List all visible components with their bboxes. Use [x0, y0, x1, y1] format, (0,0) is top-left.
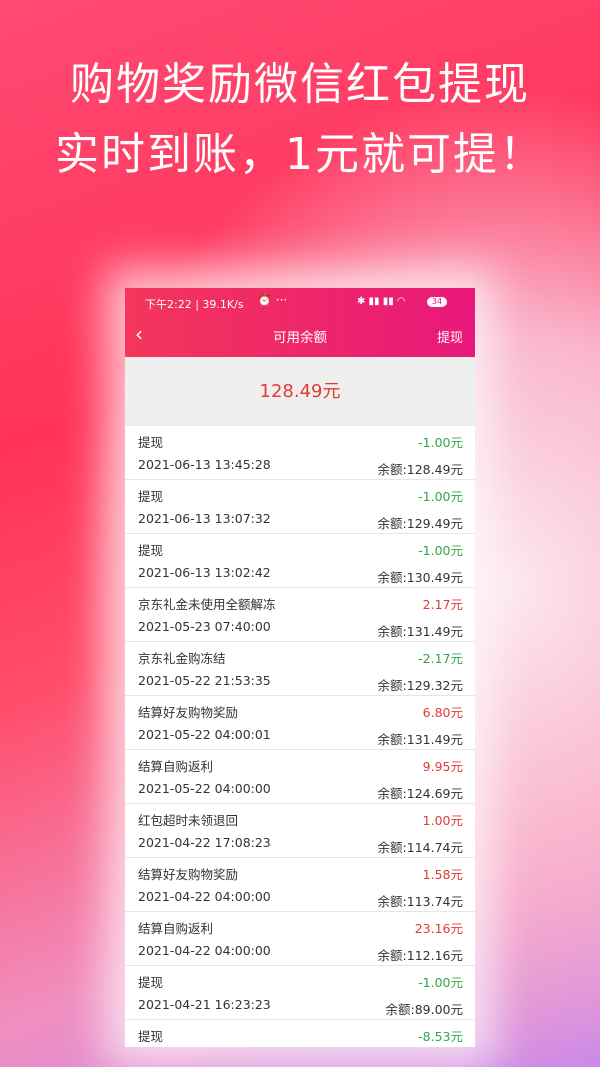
- record-date: 2021-06-13 13:45:28: [138, 457, 271, 472]
- record-row: 提现 -1.00元 2021-06-13 13:02:42 余额:130.49元: [125, 533, 475, 588]
- record-balance: 余额:129.32元: [377, 678, 463, 693]
- header: 下午2:22 | 39.1K/s ⏰ ··· ✱ ▮▮ ▮▮ ◠ 34 ‹ 可用…: [125, 288, 475, 357]
- record-amount: -1.00元: [418, 975, 463, 990]
- record-row: 提现 -1.00元 2021-04-21 16:23:23 余额:89.00元: [125, 965, 475, 1020]
- record-date: 2021-05-23 07:40:00: [138, 619, 271, 634]
- balance-panel: 128.49元: [125, 357, 475, 425]
- record-amount: -1.00元: [418, 489, 463, 504]
- record-balance: 余额:131.49元: [377, 732, 463, 747]
- battery: 34: [427, 297, 447, 307]
- record-balance: 余额:131.49元: [377, 624, 463, 639]
- record-date: 2021-05-22 04:00:00: [138, 781, 271, 796]
- status-icons: ✱ ▮▮ ▮▮ ◠: [357, 296, 406, 307]
- record-balance: 余额:113.74元: [377, 894, 463, 909]
- record-title: 红包超时未领退回: [138, 813, 239, 828]
- status-text: 下午2:22 | 39.1K/s: [145, 298, 244, 311]
- record-title: 提现: [138, 435, 164, 450]
- status-icons: ⏰ ···: [257, 293, 288, 307]
- record-balance: 余额:130.49元: [377, 570, 463, 585]
- record-amount: -8.53元: [418, 1029, 463, 1044]
- headline: 购物奖励微信红包提现: [70, 59, 530, 110]
- record-title: 京东礼金购冻结: [138, 651, 226, 666]
- record-balance: 余额:128.49元: [377, 462, 463, 477]
- record-row: 结算自购返利 23.16元 2021-04-22 04:00:00 余额:112.16…: [125, 911, 475, 966]
- back-button[interactable]: ‹: [135, 322, 143, 346]
- record-title: 提现: [138, 543, 164, 558]
- record-date: 2021-04-21 16:23:23: [138, 997, 271, 1012]
- record-amount: -1.00元: [418, 543, 463, 558]
- withdraw-button[interactable]: 提现: [436, 331, 463, 346]
- record-balance: 余额:129.49元: [377, 516, 463, 531]
- record-title: 提现: [138, 1029, 164, 1044]
- record-amount: 23.16元: [414, 921, 463, 936]
- record-row: 京东礼金未使用全额解冻 2.17元 2021-05-23 07:40:00 余额:13…: [125, 587, 475, 642]
- record-date: 2021-04-22 17:08:23: [138, 835, 271, 850]
- record-amount: 1.58元: [422, 867, 463, 882]
- record-row: 红包超时未领退回 1.00元 2021-04-22 17:08:23 余额:114.7…: [125, 803, 475, 858]
- record-title: 提现: [138, 489, 164, 504]
- record-title: 京东礼金未使用全额解冻: [138, 597, 276, 612]
- record-row: 结算自购返利 9.95元 2021-05-22 04:00:00 余额:124.69元: [125, 749, 475, 804]
- record-amount: 2.17元: [422, 597, 463, 612]
- phone-screen: 下午2:22 | 39.1K/s ⏰ ··· ✱ ▮▮ ▮▮ ◠ 34 ‹ 可用…: [125, 288, 475, 1047]
- record-amount: -1.00元: [418, 435, 463, 450]
- record-title: 结算好友购物奖励: [138, 705, 239, 720]
- record-date: 2021-04-22 04:00:00: [138, 943, 271, 958]
- record-amount: 6.80元: [422, 705, 463, 720]
- record-balance: 余额:114.74元: [377, 840, 463, 855]
- record-amount: 9.95元: [422, 759, 463, 774]
- record-row: 提现 -8.53元: [125, 1019, 475, 1047]
- nav-title: 可用余额: [273, 330, 327, 346]
- record-balance: 余额:89.00元: [385, 1002, 464, 1017]
- record-date: 2021-05-22 21:53:35: [138, 673, 271, 688]
- record-balance: 余额:124.69元: [377, 786, 463, 801]
- record-balance: 余额:112.16元: [377, 948, 463, 963]
- record-date: 2021-04-22 04:00:00: [138, 889, 271, 904]
- record-row: 结算好友购物奖励 1.58元 2021-04-22 04:00:00 余额:113.7…: [125, 857, 475, 912]
- record-amount: 1.00元: [422, 813, 463, 828]
- record-row: 提现 -1.00元 2021-06-13 13:45:28 余额:128.49元: [125, 425, 475, 480]
- record-row: 京东礼金购冻结 -2.17元 2021-05-22 21:53:35 余额:129.3…: [125, 641, 475, 696]
- record-date: 2021-06-13 13:07:32: [138, 511, 271, 526]
- record-date: 2021-05-22 04:00:01: [138, 727, 271, 742]
- record-date: 2021-06-13 13:02:42: [138, 565, 271, 580]
- balance: 128.49元: [259, 381, 341, 402]
- record-title: 结算自购返利: [138, 921, 214, 936]
- record-amount: -2.17元: [418, 651, 463, 666]
- record-title: 结算自购返利: [138, 759, 214, 774]
- record-title: 结算好友购物奖励: [138, 867, 239, 882]
- record-row: 提现 -1.00元 2021-06-13 13:07:32 余额:129.49元: [125, 479, 475, 534]
- record-title: 提现: [138, 975, 164, 990]
- record-row: 结算好友购物奖励 6.80元 2021-05-22 04:00:01 余额:131.4…: [125, 695, 475, 750]
- headline: 实时到账，1元就可提！: [55, 129, 545, 180]
